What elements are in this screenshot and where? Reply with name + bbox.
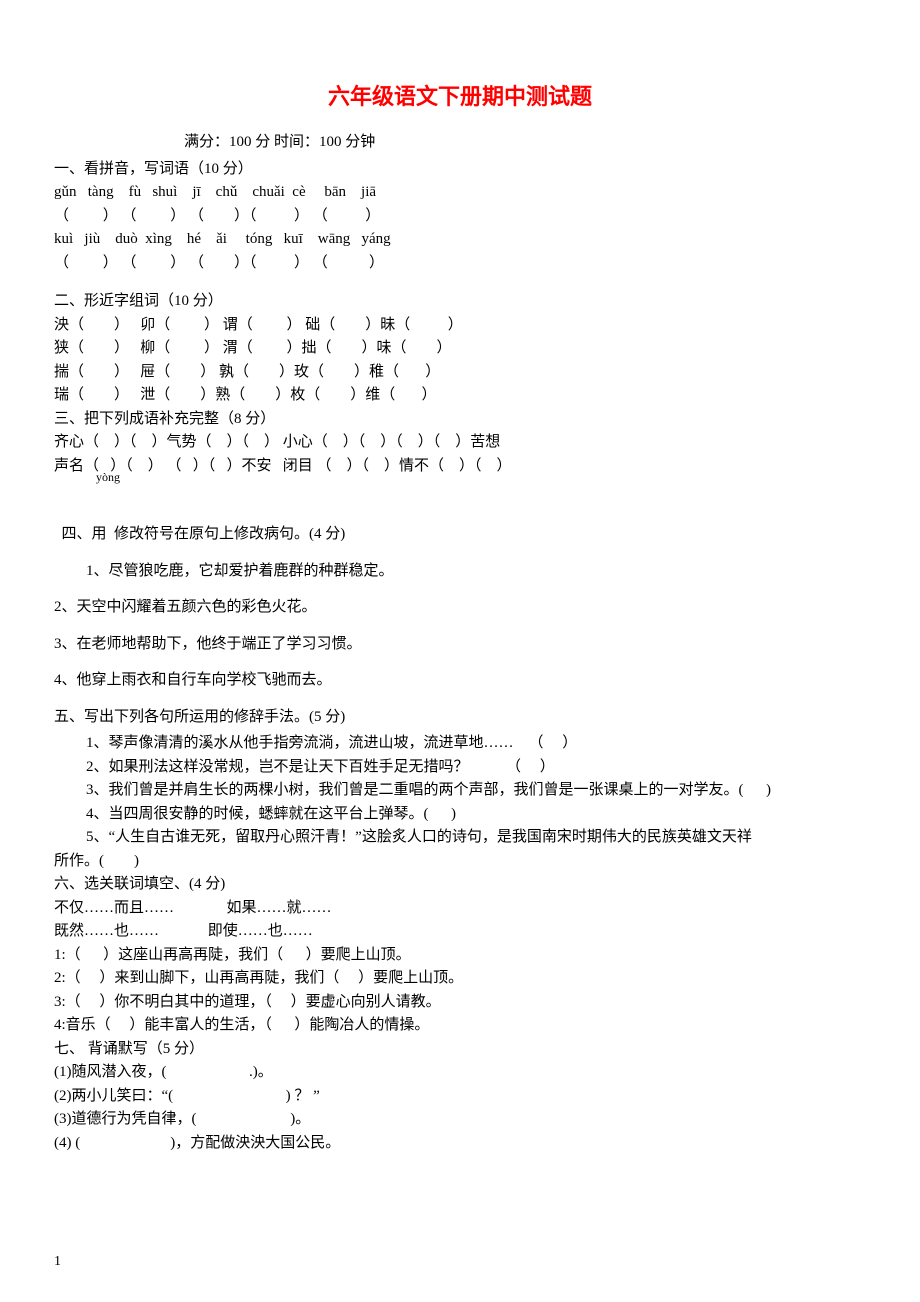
s4-q4: 4、他穿上雨衣和自行车向学校飞驰而去。: [54, 669, 866, 692]
s5-q3: 3、我们曾是并肩生长的两棵小树，我们曾是二重唱的两个声部，我们曾是一张课桌上的一…: [54, 779, 866, 802]
s7-q3: (3)道德行为凭自律，( )。: [54, 1108, 866, 1131]
section-4-heading-text: 四、用 修改符号在原句上修改病句。(4 分): [62, 526, 346, 542]
s6-opt1: 不仅……而且…… 如果……就……: [54, 897, 866, 920]
s5-q2: 2、如果刑法这样没常规，岂不是让天下百姓手足无措吗？ （ ）: [54, 756, 866, 779]
s5-q5a: 5、“人生自古谁无死，留取丹心照汗青！”这脍炙人口的诗句，是我国南宋时期伟大的民…: [54, 826, 866, 849]
s7-q1: (1)随风潜入夜，( .)。: [54, 1061, 866, 1084]
section-7-heading: 七、 背诵默写（5 分）: [54, 1038, 866, 1061]
s2-line-1: 泱（ ） 卯（ ） 谓（ ） 础（ ）昧（ ）: [54, 314, 866, 337]
page-number: 1: [54, 1251, 61, 1272]
s5-q4: 4、当四周很安静的时候，蟋蟀就在这平台上弹琴。( ): [54, 803, 866, 826]
s6-q4: 4:音乐（ ）能丰富人的生活，（ ）能陶冶人的情操。: [54, 1014, 866, 1037]
s7-q4: (4) ( )，方配做泱泱大国公民。: [54, 1132, 866, 1155]
s6-opt2: 既然……也…… 即使……也……: [54, 920, 866, 943]
section-5-heading: 五、写出下列各句所运用的修辞手法。(5 分): [54, 706, 866, 729]
section-1-heading: 一、看拼音，写词语（10 分）: [54, 158, 866, 181]
ruby-annotation: yòng: [96, 468, 120, 486]
blank-row-1: （ ） （ ） （ ）（ ） （ ）: [54, 205, 866, 228]
s6-q3: 3:（ ）你不明白其中的道理，（ ）要虚心向别人请教。: [54, 991, 866, 1014]
meta-line: 满分：100 分 时间：100 分钟: [54, 131, 866, 154]
s5-q5b: 所作。( ): [54, 850, 866, 873]
s2-line-3: 揣（ ） 屉（ ） 孰（ ）玫（ ）稚（ ）: [54, 361, 866, 384]
s4-q2: 2、天空中闪耀着五颜六色的彩色火花。: [54, 596, 866, 619]
s6-q2: 2:（ ）来到山脚下，山再高再陡，我们（ ）要爬上山顶。: [54, 967, 866, 990]
s7-q2: (2)两小儿笑曰：“( ) ？ ”: [54, 1085, 866, 1108]
s2-line-2: 狭（ ） 柳（ ） 渭（ ）拙（ ）味（ ）: [54, 337, 866, 360]
s4-q1: 1、尽管狼吃鹿，它却爱护着鹿群的种群稳定。: [54, 560, 866, 583]
s6-q1: 1:（ ）这座山再高再陡，我们（ ）要爬上山顶。: [54, 944, 866, 967]
page-title: 六年级语文下册期中测试题: [54, 80, 866, 113]
blank-row-2: （ ） （ ） （ ）（ ） （ ）: [54, 252, 866, 275]
section-2-heading: 二、形近字组词（10 分）: [54, 290, 866, 313]
s3-line-2: 声名（ ）（ ） （ ）（ ）不安 闭目 （ ）（ ）情不（ ）（ ）: [54, 455, 866, 478]
section-6-heading: 六、选关联词填空、(4 分): [54, 873, 866, 896]
pinyin-row-2: kuì jiù duò xìng hé ǎi tóng kuī wāng yán…: [54, 228, 866, 251]
pinyin-row-1: gǔn tàng fù shuì jī chǔ chuǎi cè bān jiā: [54, 181, 866, 204]
s3-line-1: 齐心（ ）（ ）气势（ ）（ ） 小心（ ）（ ）（ ）（ ）苦想: [54, 431, 866, 454]
section-3-heading: 三、把下列成语补充完整（8 分）: [54, 408, 866, 431]
s5-q1: 1、琴声像清清的溪水从他手指旁流淌，流进山坡，流进草地…… （ ）: [54, 732, 866, 755]
s2-line-4: 瑞（ ） 泄（ ）熟（ ）枚（ ）维（ ）: [54, 384, 866, 407]
s4-q3: 3、在老师地帮助下，他终于端正了学习习惯。: [54, 633, 866, 656]
section-4-heading: yòng 四、用 修改符号在原句上修改病句。(4 分): [54, 478, 866, 546]
